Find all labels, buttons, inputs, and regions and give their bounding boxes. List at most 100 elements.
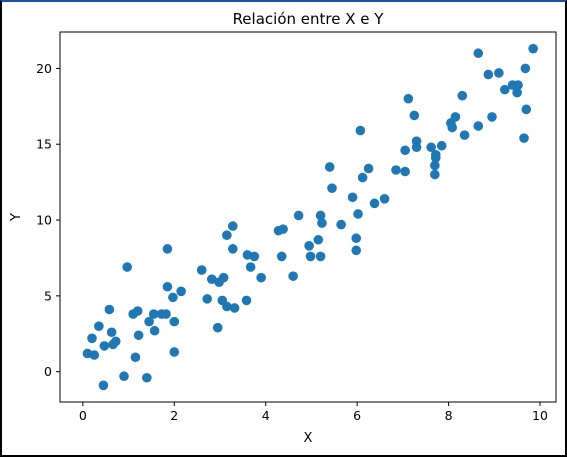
data-point (513, 80, 523, 90)
data-point (222, 230, 232, 240)
data-point (122, 262, 132, 272)
data-point (249, 251, 260, 262)
x-axis-label: X (304, 431, 313, 446)
y-axis: 0 5 10 15 20 (36, 61, 60, 379)
data-point (400, 145, 410, 156)
data-point (162, 244, 173, 254)
data-point (521, 104, 532, 115)
data-point (276, 251, 287, 262)
data-point (168, 292, 178, 303)
x-tick-label: 2 (170, 408, 178, 423)
data-point (89, 350, 100, 360)
data-point (391, 165, 401, 175)
plot-area (59, 31, 557, 403)
data-point (494, 68, 504, 78)
data-point (133, 330, 144, 341)
data-point (317, 218, 327, 228)
data-point (400, 166, 410, 177)
data-point (229, 303, 240, 313)
data-point (305, 251, 316, 262)
data-point (528, 43, 538, 54)
data-point (130, 352, 141, 363)
chart-title: Relación entre X e Y (233, 10, 385, 28)
data-point (99, 341, 110, 351)
data-point (315, 251, 326, 262)
data-point (222, 301, 232, 312)
data-point (245, 262, 256, 272)
data-point (353, 209, 363, 219)
data-point (487, 112, 497, 122)
data-point (473, 121, 484, 131)
data-point (110, 336, 121, 347)
data-point (132, 306, 143, 316)
data-point (313, 234, 324, 245)
data-point (149, 325, 160, 336)
data-point (94, 321, 104, 331)
x-tick-label: 6 (353, 408, 361, 423)
data-point (98, 380, 109, 391)
data-point (212, 322, 223, 333)
data-point (206, 274, 217, 284)
data-point (176, 286, 186, 297)
data-point (148, 309, 159, 319)
data-point (144, 316, 154, 327)
data-point (218, 272, 229, 283)
y-tick-label: 10 (36, 213, 52, 228)
data-point (106, 327, 117, 338)
y-axis-label: Y (9, 213, 24, 222)
data-point (403, 93, 414, 104)
y-tick-label: 20 (36, 61, 52, 76)
data-point (447, 122, 458, 133)
data-point (436, 140, 447, 151)
data-point (363, 163, 374, 174)
data-point (520, 63, 531, 74)
data-point (324, 162, 335, 172)
x-tick-label: 0 (79, 408, 87, 423)
data-points (82, 43, 538, 391)
data-point (379, 194, 390, 204)
data-point (87, 333, 97, 344)
x-tick-label: 10 (532, 408, 548, 423)
data-point (104, 304, 115, 315)
data-point (162, 281, 173, 292)
data-point (228, 244, 238, 254)
data-point (304, 241, 314, 251)
data-point (355, 125, 366, 136)
y-tick-label: 0 (44, 364, 52, 379)
data-point (500, 84, 510, 95)
x-tick-label: 8 (445, 408, 453, 423)
data-point (519, 133, 529, 143)
y-tick-label: 15 (36, 137, 52, 152)
data-point (161, 309, 171, 319)
data-point (512, 87, 522, 98)
data-point (169, 347, 180, 357)
data-point (369, 198, 380, 209)
data-point (256, 272, 266, 283)
data-point (409, 110, 420, 121)
data-point (459, 130, 470, 140)
data-point (430, 169, 440, 180)
data-point (430, 150, 441, 160)
data-point (327, 183, 337, 193)
data-point (430, 160, 440, 171)
data-point (457, 90, 468, 101)
data-point (228, 221, 238, 231)
data-point (426, 142, 437, 153)
y-tick-label: 5 (44, 288, 52, 303)
data-point (293, 210, 304, 221)
data-point (336, 219, 346, 230)
x-tick-label: 4 (262, 408, 270, 423)
data-point (357, 172, 368, 183)
data-point (196, 265, 207, 275)
data-point (450, 112, 461, 122)
x-axis: 0 2 4 6 8 10 (79, 402, 548, 423)
data-point (351, 245, 362, 256)
data-point (278, 224, 288, 234)
data-point (315, 210, 326, 221)
data-point (119, 371, 129, 382)
data-point (483, 69, 494, 80)
data-point (411, 142, 422, 153)
data-point (347, 192, 358, 203)
data-point (241, 295, 252, 306)
